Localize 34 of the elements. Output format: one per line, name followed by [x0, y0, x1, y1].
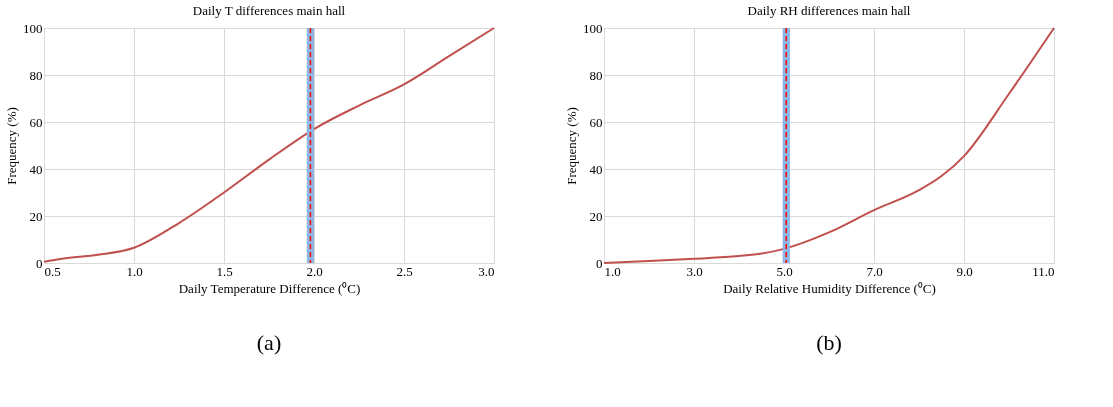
x-tick-label: 1.0 [126, 263, 143, 279]
y-axis-title: Frequency (%) [4, 107, 19, 185]
y-axis-title: Frequency (%) [564, 107, 579, 185]
x-tick-label: 5.0 [776, 263, 793, 279]
y-tick-label: 20 [29, 208, 43, 224]
x-tick-label: 9.0 [956, 263, 973, 279]
y-tick-label: 40 [589, 161, 603, 177]
x-tick-label: 2.0 [306, 263, 323, 279]
line-series [603, 27, 1055, 264]
text: (a) [256, 330, 282, 355]
x-tick-label: 3.0 [478, 263, 495, 279]
x-tick-label: 2.5 [396, 263, 413, 279]
y-tick-label: 0 [36, 255, 43, 271]
y-tick-label: 100 [23, 20, 43, 36]
x-axis-title: Daily Temperature Difference (⁰C) [178, 280, 361, 296]
x-tick-label: 11.0 [1032, 263, 1055, 279]
y-tick-label: 80 [589, 67, 603, 83]
x-tick-label: 3.0 [686, 263, 703, 279]
line-series [43, 27, 495, 263]
y-tick-label: 0 [596, 255, 603, 271]
y-tick-label: 60 [29, 114, 43, 130]
x-tick-label: 1.5 [216, 263, 233, 279]
x-tick-label: 1.0 [604, 263, 621, 279]
text: (b) [816, 330, 842, 355]
y-tick-label: 40 [29, 161, 43, 177]
y-tick-label: 80 [29, 67, 43, 83]
x-axis-title: Daily Relative Humidity Difference (⁰C) [723, 280, 936, 296]
chart-title: Daily T differences main hall [192, 3, 346, 18]
y-tick-label: 100 [583, 20, 603, 36]
y-tick-label: 20 [589, 208, 603, 224]
chart-title: Daily RH differences main hall [747, 3, 911, 18]
y-tick-label: 60 [589, 114, 603, 130]
x-tick-label: 7.0 [866, 263, 883, 279]
x-tick-label: 0.5 [44, 263, 61, 279]
